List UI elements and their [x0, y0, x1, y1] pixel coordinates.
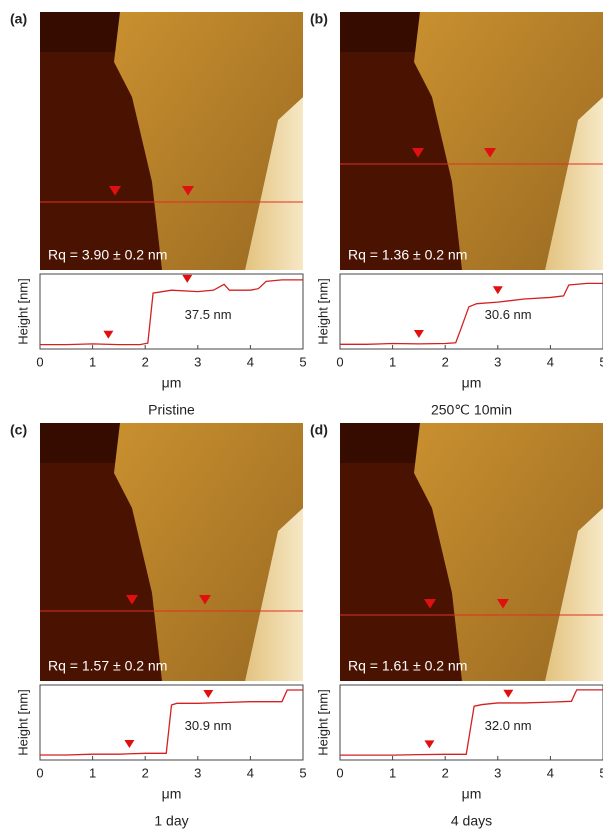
flake-top — [245, 97, 303, 270]
x-tick-label: 5 — [599, 765, 603, 780]
x-tick-label: 4 — [547, 354, 554, 369]
profile-marker — [424, 740, 435, 749]
profile-line — [340, 282, 603, 345]
y-axis-label: Height [nm] — [315, 278, 330, 344]
x-tick-label: 5 — [299, 354, 306, 369]
scan-marker — [126, 595, 138, 605]
scan-marker — [182, 186, 194, 196]
x-tick-label: 3 — [194, 765, 201, 780]
x-tick-label: 0 — [336, 765, 343, 780]
afm-image: Rq = 1.36 ± 0.2 nm — [340, 12, 603, 270]
x-axis-label: μm — [462, 375, 482, 391]
plot-frame — [39, 684, 304, 761]
step-annotation: 30.9 nm — [185, 718, 232, 733]
scan-marker — [199, 595, 211, 605]
profile-marker — [503, 689, 514, 698]
rq-label: Rq = 1.61 ± 0.2 nm — [348, 658, 467, 674]
x-tick-label: 5 — [299, 765, 306, 780]
profile-marker — [492, 286, 503, 295]
step-annotation: 37.5 nm — [185, 307, 232, 322]
flake — [114, 423, 303, 681]
panel-label: (c) — [10, 422, 27, 438]
x-tick-label: 3 — [494, 765, 501, 780]
x-tick-label: 2 — [142, 765, 149, 780]
panel-label: (b) — [310, 11, 328, 27]
rq-label: Rq = 1.36 ± 0.2 nm — [348, 247, 467, 263]
x-tick-label: 4 — [547, 765, 554, 780]
image-shadow — [40, 423, 125, 463]
x-tick-label: 0 — [36, 354, 43, 369]
image-shadow — [40, 12, 125, 52]
x-tick-label: 1 — [89, 354, 96, 369]
rq-label: Rq = 3.90 ± 0.2 nm — [48, 247, 167, 263]
x-tick-label: 5 — [599, 354, 603, 369]
afm-image: Rq = 1.57 ± 0.2 nm — [40, 423, 303, 681]
x-tick-label: 2 — [142, 354, 149, 369]
x-tick-label: 0 — [336, 354, 343, 369]
plot-frame — [39, 273, 304, 350]
profile-marker — [182, 274, 193, 283]
image-shadow — [340, 12, 425, 52]
flake-top — [545, 97, 603, 270]
scan-marker — [484, 148, 496, 158]
x-axis-label: μm — [162, 786, 182, 802]
rq-label: Rq = 1.57 ± 0.2 nm — [48, 658, 167, 674]
y-axis-label: Height [nm] — [315, 689, 330, 755]
plot-frame — [339, 684, 603, 761]
profile-marker — [124, 740, 135, 748]
scan-marker — [497, 599, 509, 609]
x-tick-label: 3 — [494, 354, 501, 369]
plot-frame — [339, 273, 603, 350]
flake-top — [245, 508, 303, 681]
x-tick-label: 0 — [36, 765, 43, 780]
x-tick-label: 4 — [247, 354, 254, 369]
x-axis-label: μm — [462, 786, 482, 802]
afm-image: Rq = 3.90 ± 0.2 nm — [40, 12, 303, 270]
flake — [414, 12, 603, 270]
profile-marker — [413, 329, 424, 338]
x-axis-label: μm — [162, 375, 182, 391]
panel-caption: 1 day — [154, 813, 188, 829]
flake — [414, 423, 603, 681]
panel-caption: 4 days — [451, 813, 492, 829]
panel-label: (a) — [10, 11, 27, 27]
step-annotation: 30.6 nm — [485, 307, 532, 322]
scan-marker — [424, 599, 436, 609]
x-tick-label: 4 — [247, 765, 254, 780]
panel-label: (d) — [310, 422, 328, 438]
y-axis-label: Height [nm] — [15, 689, 30, 755]
flake-top — [545, 508, 603, 681]
scan-marker — [109, 186, 121, 196]
profile-marker — [203, 690, 214, 698]
x-tick-label: 1 — [89, 765, 96, 780]
step-annotation: 32.0 nm — [485, 718, 532, 733]
profile-line — [340, 689, 603, 756]
profile-line — [40, 279, 303, 346]
profile-line — [40, 689, 303, 756]
y-axis-label: Height [nm] — [15, 278, 30, 344]
panel-caption: Pristine — [148, 402, 195, 418]
afm-image: Rq = 1.61 ± 0.2 nm — [340, 423, 603, 681]
image-shadow — [340, 423, 425, 463]
scan-marker — [412, 148, 424, 158]
flake — [114, 12, 303, 270]
x-tick-label: 2 — [442, 765, 449, 780]
x-tick-label: 1 — [389, 354, 396, 369]
panel-caption: 250℃ 10min — [431, 402, 512, 418]
x-tick-label: 1 — [389, 765, 396, 780]
x-tick-label: 2 — [442, 354, 449, 369]
x-tick-label: 3 — [194, 354, 201, 369]
profile-marker — [103, 330, 114, 339]
